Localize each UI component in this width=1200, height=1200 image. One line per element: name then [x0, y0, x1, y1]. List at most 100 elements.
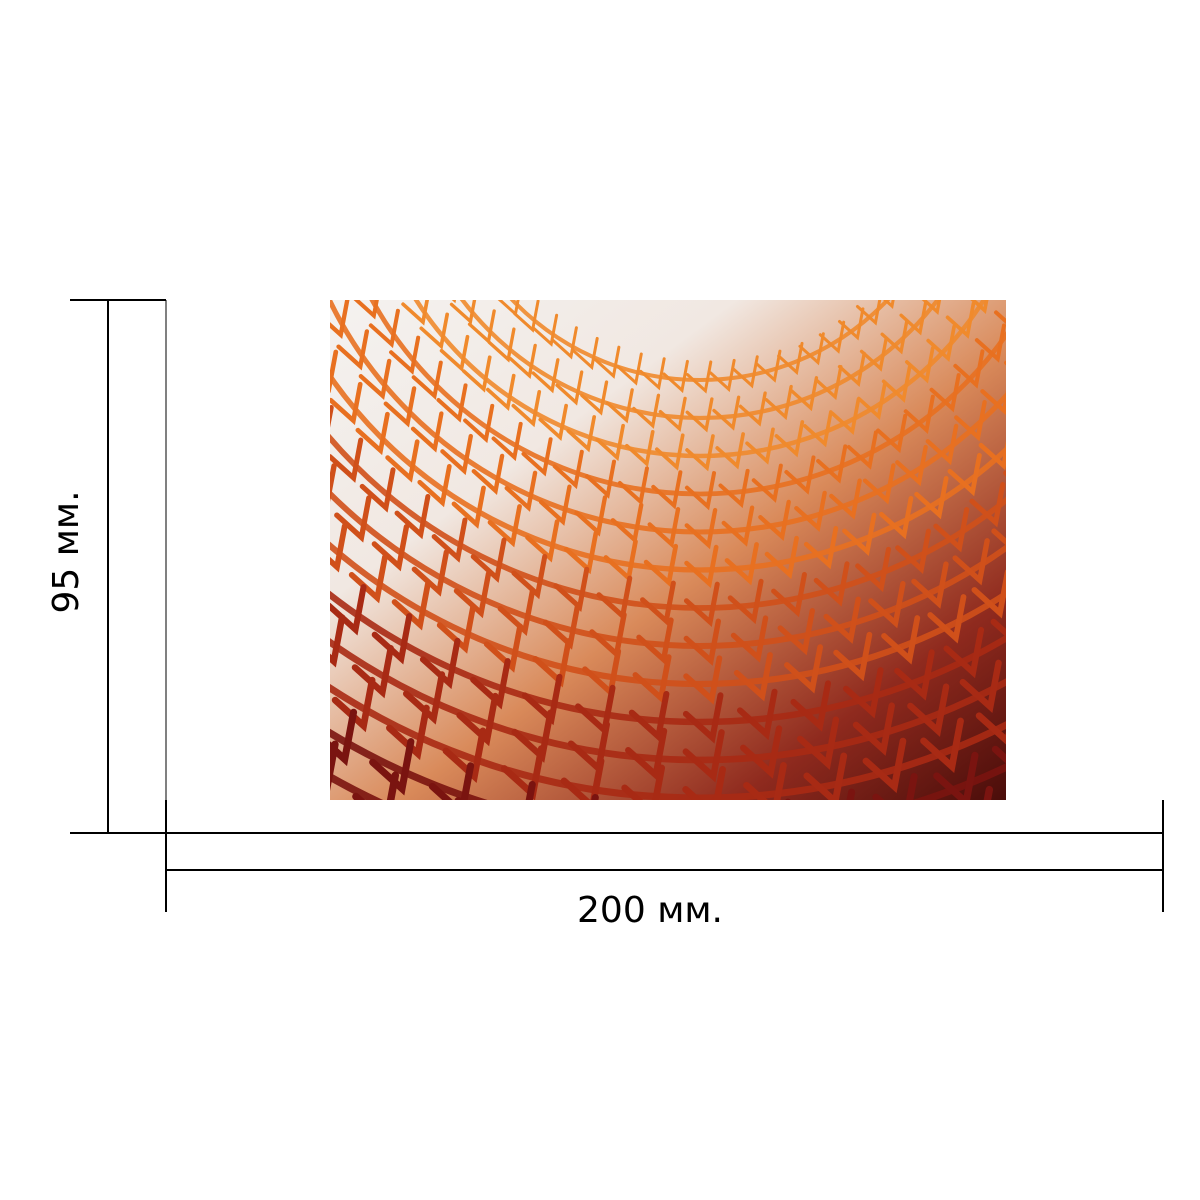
lattice-strut: [1154, 619, 1192, 666]
lattice-strut: [943, 626, 985, 679]
lattice-strut: [1059, 336, 1089, 372]
lattice-strut: [1044, 828, 1086, 879]
lattice-strut: [764, 384, 793, 421]
lattice-strut: [40, 189, 76, 233]
lattice-strut: [0, 476, 19, 526]
lattice-strut: [876, 413, 908, 454]
lattice-strut: [417, 463, 452, 508]
lattice-strut: [846, 430, 878, 470]
lattice-strut: [712, 395, 741, 431]
lattice-strut: [261, 678, 299, 725]
lattice-strut: [442, 727, 487, 783]
lattice-strut: [929, 373, 961, 413]
lattice-strut: [881, 615, 921, 665]
lattice-strut: [827, 865, 868, 915]
lattice-strut: [109, 752, 151, 803]
lattice-strut: [896, 847, 937, 897]
lattice-strut: [330, 637, 1006, 764]
lattice-strut: [1164, 290, 1196, 329]
lattice-strut: [425, 141, 448, 170]
lattice-strut: [454, 929, 496, 980]
lattice-strut: [285, 318, 315, 354]
lattice-strut: [881, 365, 912, 403]
lattice-strut: [348, 554, 388, 604]
lattice-strut: [394, 493, 431, 540]
lattice-strut: [302, 267, 330, 302]
lattice-strut: [470, 658, 511, 710]
lattice-strut: [639, 357, 666, 391]
lattice-strut: [270, 431, 302, 470]
lattice-strut: [330, 463, 337, 503]
lattice-strut: [834, 901, 876, 952]
lattice-strut: [326, 221, 353, 254]
lattice-strut: [895, 444, 928, 487]
lattice-strut: [794, 490, 827, 532]
lattice-strut: [145, 455, 181, 499]
lattice-strut: [330, 371, 1006, 573]
lattice-strut: [814, 364, 843, 401]
lattice-strut: [386, 704, 430, 761]
lattice-strut: [1013, 269, 1040, 302]
lattice-strut: [738, 391, 767, 427]
lattice-strut: [954, 400, 987, 442]
lattice-strut: [685, 397, 714, 433]
lattice-strut: [662, 359, 689, 394]
lattice-strut: [525, 519, 560, 563]
lattice-strut: [155, 175, 187, 214]
lattice-strut: [914, 220, 937, 249]
lattice-strut: [1064, 450, 1096, 489]
lattice-strut: [886, 812, 925, 861]
lattice-strut: [895, 528, 931, 575]
lattice-strut: [976, 859, 1018, 910]
lattice-strut: [210, 477, 245, 519]
lattice-strut: [751, 463, 783, 503]
lattice-strut: [455, 229, 478, 258]
lattice-strut: [683, 618, 722, 666]
lattice-strut: [745, 427, 775, 465]
lattice-strut: [963, 824, 1004, 874]
lattice-strut: [252, 244, 282, 280]
lattice-strut: [974, 323, 1006, 363]
lattice-strut: [67, 301, 103, 345]
lattice-strut: [330, 300, 350, 339]
lattice-strut: [456, 692, 499, 747]
lattice-strut: [743, 762, 787, 800]
lattice-strut: [513, 300, 540, 333]
lattice-strut: [1153, 458, 1188, 500]
lattice-strut: [621, 764, 666, 800]
lattice-strut: [1032, 666, 1069, 712]
lattice-strut: [764, 535, 799, 580]
lattice-strut: [369, 738, 415, 796]
lattice-strut: [842, 512, 877, 556]
lattice-strut: [114, 406, 150, 450]
lattice-strut: [1090, 356, 1121, 394]
lattice-strut: [958, 212, 983, 242]
lattice-strut: [491, 421, 523, 462]
lattice-strut: [1061, 251, 1089, 286]
lattice-strut: [410, 411, 444, 453]
lattice-strut: [210, 639, 248, 686]
lattice-strut: [209, 414, 242, 455]
lattice-strut: [973, 160, 998, 190]
lattice-strut: [251, 335, 282, 373]
lattice-strut: [216, 738, 257, 788]
lattice-strut: [917, 920, 959, 971]
lattice-strut: [628, 690, 670, 743]
lattice-strut: [980, 252, 1006, 284]
lattice-strut: [483, 623, 523, 673]
lattice-strut: [511, 553, 548, 600]
lattice-strut: [190, 569, 227, 615]
lattice-strut: [330, 300, 1006, 535]
lattice-strut: [686, 956, 728, 1007]
lattice-strut: [920, 717, 964, 774]
lattice-strut: [436, 187, 459, 216]
lattice-strut: [261, 582, 297, 626]
lattice-strut: [947, 236, 972, 266]
lattice-strut: [934, 259, 959, 289]
lattice-strut: [1094, 414, 1126, 453]
lattice-strut: [636, 617, 674, 665]
lattice-strut: [902, 240, 925, 269]
lattice-strut: [907, 683, 950, 737]
lattice-strut: [608, 954, 650, 1005]
